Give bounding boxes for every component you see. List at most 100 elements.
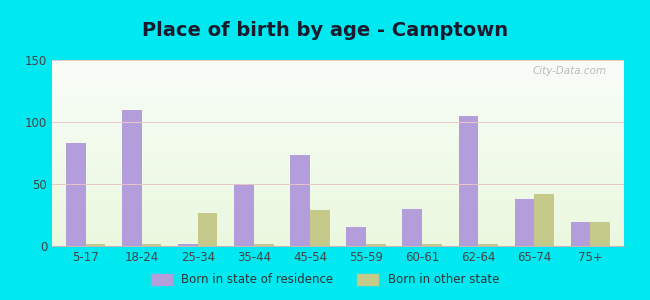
Bar <box>52 165 624 166</box>
Bar <box>178 244 198 246</box>
Bar <box>52 228 624 229</box>
Bar <box>52 147 624 148</box>
Bar <box>52 172 624 173</box>
Bar <box>52 160 624 161</box>
Bar <box>52 115 624 116</box>
Bar <box>52 143 624 144</box>
Bar <box>52 135 624 136</box>
Bar <box>52 157 624 158</box>
Bar <box>52 71 624 72</box>
Bar <box>52 123 624 124</box>
Bar <box>52 69 624 70</box>
Bar <box>52 134 624 135</box>
Bar <box>52 232 624 233</box>
Bar <box>52 113 624 114</box>
Bar <box>52 179 624 180</box>
Bar <box>52 148 624 149</box>
Bar <box>52 106 624 107</box>
Bar <box>52 88 624 89</box>
Bar <box>52 180 624 181</box>
Bar <box>52 111 624 112</box>
Bar <box>52 130 624 131</box>
Bar <box>52 70 624 71</box>
Bar <box>458 116 478 246</box>
Bar <box>52 238 624 239</box>
Bar <box>52 116 624 117</box>
Bar <box>52 198 624 199</box>
Bar <box>52 124 624 125</box>
Bar <box>534 194 554 246</box>
Bar <box>52 149 624 150</box>
Bar <box>52 96 624 97</box>
Bar <box>52 66 624 67</box>
Bar <box>52 125 624 126</box>
Bar <box>52 158 624 159</box>
Bar <box>52 101 624 102</box>
Bar <box>52 117 624 118</box>
Bar <box>52 233 624 234</box>
Bar <box>52 237 624 238</box>
Bar <box>515 199 534 246</box>
Bar <box>52 91 624 92</box>
Bar <box>52 155 624 156</box>
Bar <box>52 196 624 197</box>
Bar <box>52 174 624 175</box>
Bar <box>52 61 624 62</box>
Bar <box>52 231 624 232</box>
Bar <box>52 139 624 140</box>
Bar <box>52 197 624 198</box>
Bar <box>52 84 624 85</box>
Bar <box>52 229 624 230</box>
Bar <box>52 223 624 224</box>
Bar <box>52 236 624 237</box>
Bar <box>52 164 624 165</box>
Bar <box>52 204 624 205</box>
Bar <box>52 95 624 96</box>
Bar <box>52 87 624 88</box>
Bar <box>198 212 218 246</box>
Bar <box>52 152 624 153</box>
Bar <box>52 118 624 119</box>
Bar <box>52 238 624 239</box>
Bar <box>52 171 624 172</box>
Bar <box>52 81 624 82</box>
Bar <box>142 244 161 246</box>
Bar <box>52 105 624 106</box>
Text: City-Data.com: City-Data.com <box>533 66 607 76</box>
Bar <box>52 142 624 143</box>
Bar <box>52 110 624 111</box>
Bar <box>52 215 624 216</box>
Bar <box>52 108 624 109</box>
Bar <box>52 163 624 164</box>
Bar <box>52 122 624 123</box>
Bar <box>52 132 624 133</box>
Bar <box>52 175 624 176</box>
Bar <box>52 242 624 243</box>
Bar <box>52 144 624 145</box>
Bar <box>52 245 624 246</box>
Bar <box>52 72 624 73</box>
Bar <box>52 169 624 170</box>
Bar <box>52 89 624 90</box>
Bar <box>52 109 624 110</box>
Bar <box>52 195 624 196</box>
Bar <box>52 150 624 151</box>
Bar <box>291 155 310 246</box>
Bar <box>52 156 624 157</box>
Bar <box>52 128 624 129</box>
Bar <box>52 86 624 87</box>
Bar <box>52 239 624 240</box>
Bar <box>52 189 624 190</box>
Bar <box>52 140 624 141</box>
Bar <box>478 244 498 246</box>
Bar <box>234 184 254 246</box>
Bar <box>52 141 624 142</box>
Bar <box>52 218 624 219</box>
Bar <box>52 219 624 220</box>
Bar <box>52 103 624 104</box>
Bar <box>52 120 624 122</box>
Bar <box>52 166 624 167</box>
Bar <box>52 199 624 200</box>
Bar <box>52 83 624 84</box>
Bar <box>52 159 624 160</box>
